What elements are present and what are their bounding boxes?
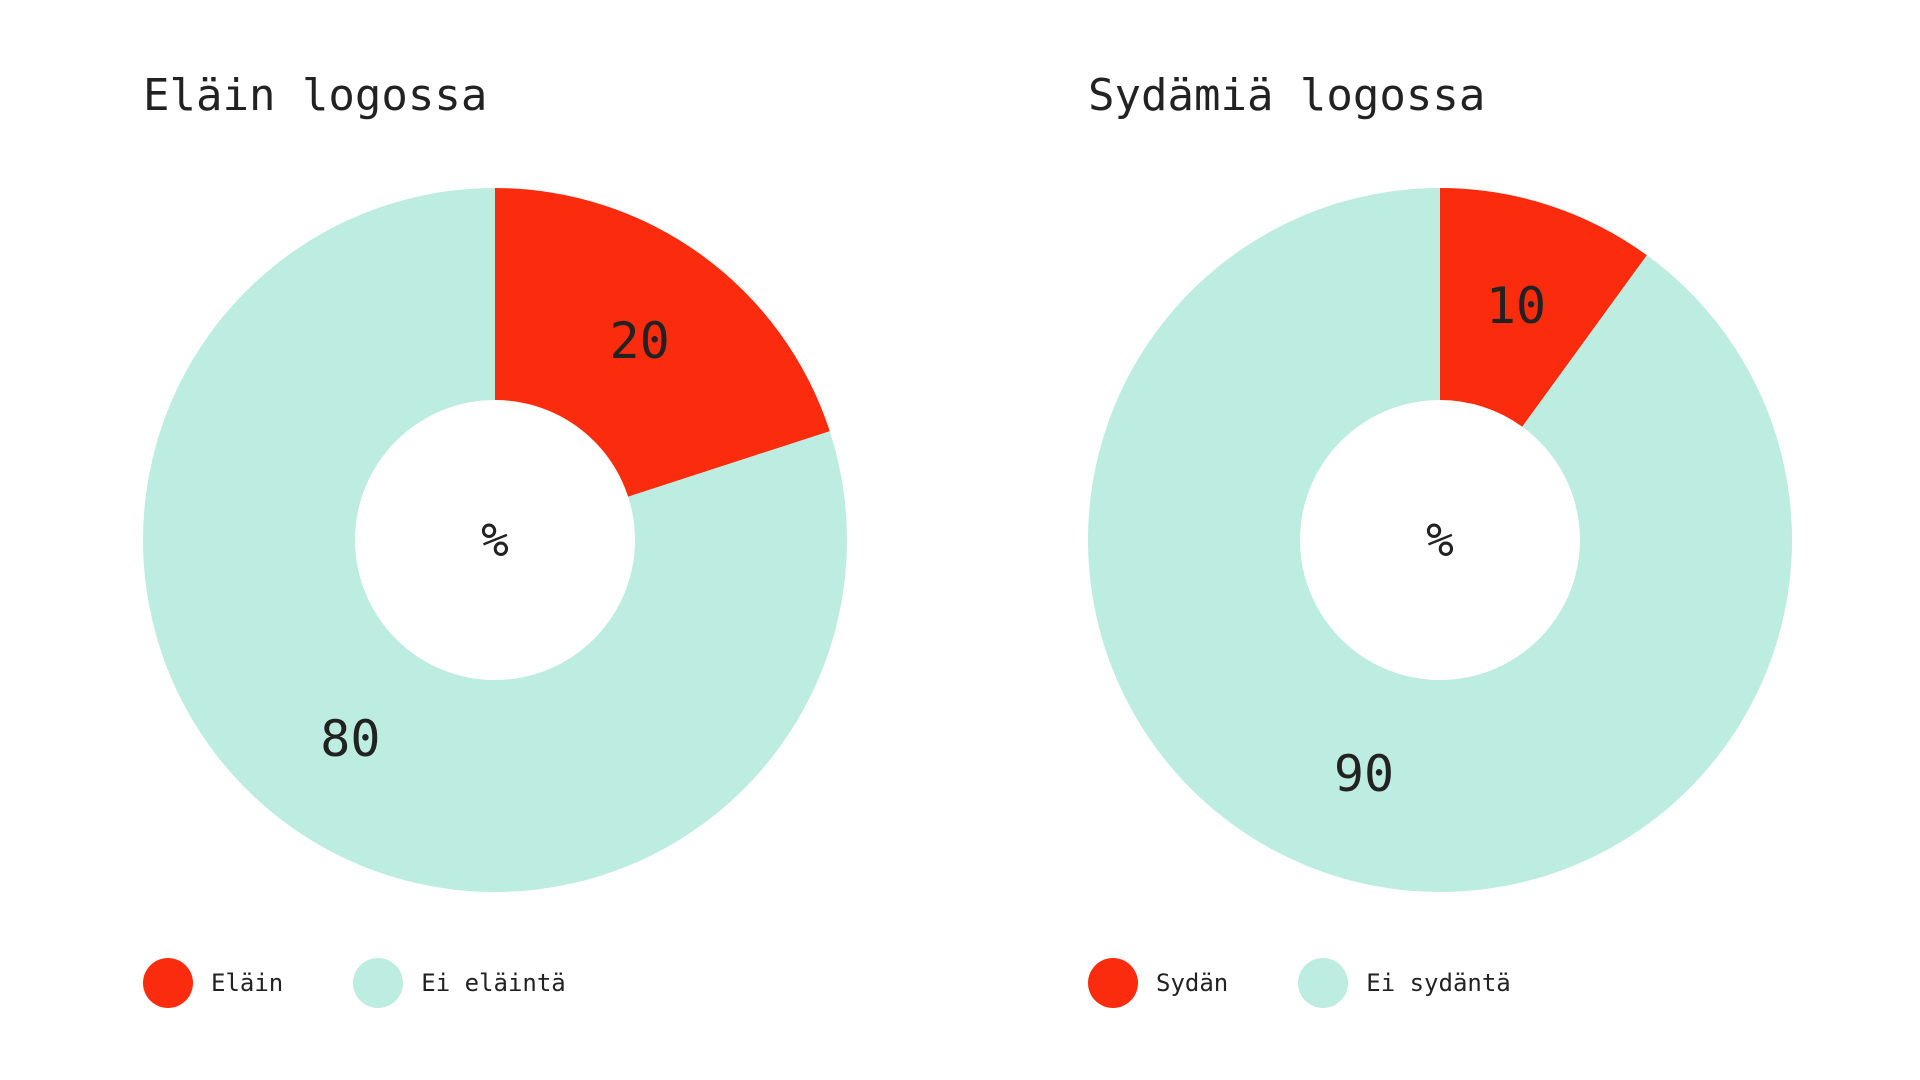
legend-item-no-heart: Ei sydäntä xyxy=(1298,958,1511,1008)
legend-swatch-animal xyxy=(143,958,193,1008)
legend-item-no-animal: Ei eläintä xyxy=(353,958,566,1008)
chart-panel-heart: Sydämiä logossa 10 90% Sydän Ei sydäntä xyxy=(945,0,1905,1080)
slice-eläin xyxy=(495,188,830,497)
chart-panel-animal: Eläin logossa 20 80% Eläin Ei eläintä xyxy=(143,70,848,1008)
legend-label-no-heart: Ei sydäntä xyxy=(1366,969,1511,997)
legend: Eläin Ei eläintä xyxy=(143,958,636,1008)
donut-chart-animal: 20 80% xyxy=(143,188,848,892)
slice-ei-eläintä xyxy=(143,188,848,892)
data-label: 20 xyxy=(609,312,669,370)
legend-item-heart: Sydän xyxy=(1088,958,1228,1008)
legend-swatch-heart xyxy=(1088,958,1138,1008)
legend: Sydän Ei sydäntä xyxy=(1088,958,1581,1008)
center-unit-label: % xyxy=(481,513,509,567)
data-label: 80 xyxy=(320,710,380,768)
legend-label-animal: Eläin xyxy=(211,969,284,997)
donut-chart-heart: 10 90% xyxy=(1088,188,1792,893)
legend-swatch-no-heart xyxy=(1298,958,1349,1008)
slice-sydän xyxy=(1440,188,1647,427)
chart-title: Eläin logossa xyxy=(143,70,488,121)
data-label: 10 xyxy=(1486,277,1546,335)
data-label: 90 xyxy=(1334,745,1394,803)
legend-label-heart: Sydän xyxy=(1156,969,1229,997)
slice-ei-sydäntä xyxy=(1088,188,1792,893)
legend-label-no-animal: Ei eläintä xyxy=(421,969,566,997)
chart-title: Sydämiä logossa xyxy=(1088,70,1486,121)
legend-swatch-no-animal xyxy=(353,958,404,1008)
center-unit-label: % xyxy=(1426,513,1454,567)
legend-item-animal: Eläin xyxy=(143,958,283,1008)
